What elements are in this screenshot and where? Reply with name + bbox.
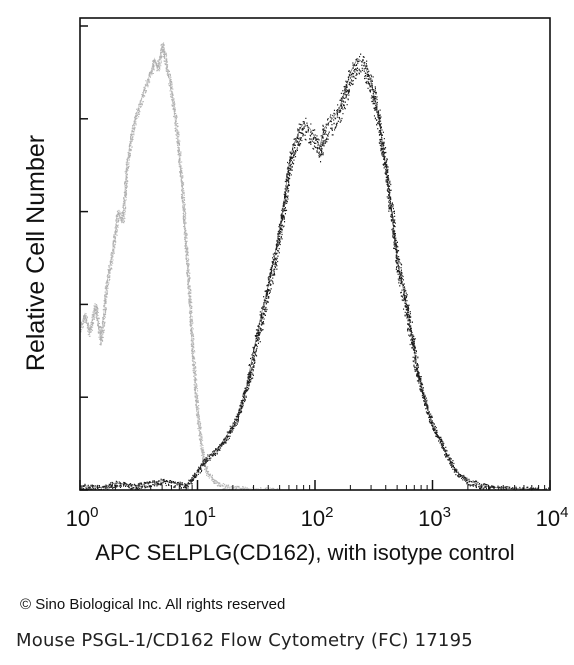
x-tick-label: 101 — [183, 504, 216, 531]
series-1-outline — [79, 44, 280, 491]
x-tick-label: 102 — [301, 504, 334, 531]
series-2 — [79, 53, 551, 491]
x-tick-label: 103 — [418, 504, 451, 531]
x-axis-label: APC SELPLG(CD162), with isotype control — [95, 540, 514, 565]
series-2-histogram — [80, 53, 551, 491]
y-axis-label: Relative Cell Number — [22, 135, 50, 371]
figure-caption: Mouse PSGL-1/CD162 Flow Cytometry (FC) 1… — [16, 630, 473, 651]
copyright-notice: © Sino Biological Inc. All rights reserv… — [20, 596, 286, 613]
flow-cytometry-histogram: 100 101 102 103 104 Relative Cell Number APC… — [22, 17, 569, 565]
series-1-histogram — [80, 42, 281, 491]
series-2-outline — [79, 57, 551, 491]
x-tick-label: 104 — [536, 504, 569, 531]
plot-frame — [79, 17, 551, 491]
series-1 — [79, 42, 281, 491]
histogram-series-layer — [79, 42, 551, 491]
axis-ticks: 100 101 102 103 104 — [66, 25, 569, 531]
x-tick-label: 100 — [66, 504, 99, 531]
